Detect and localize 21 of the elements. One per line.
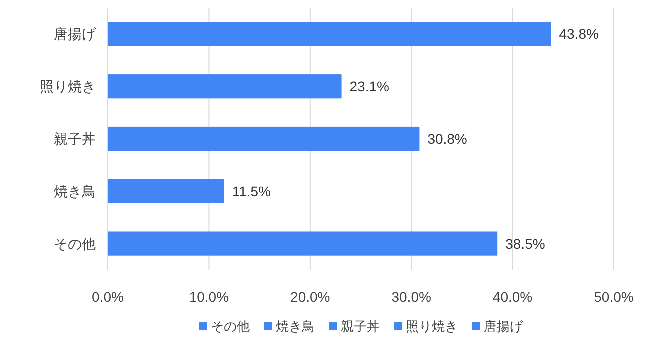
- y-tick-label: 照り焼き: [40, 78, 96, 95]
- data-label: 30.8%: [428, 131, 468, 147]
- x-tick-label: 10.0%: [189, 289, 230, 305]
- data-label: 11.5%: [232, 183, 272, 200]
- x-tick-label: 30.0%: [392, 289, 432, 305]
- data-label: 38.5%: [506, 236, 546, 252]
- y-tick-label: 焼き鳥: [54, 183, 96, 200]
- data-label: 43.8%: [559, 26, 599, 42]
- y-tick-label: 唐揚げ: [54, 26, 97, 42]
- y-tick-label: その他: [54, 236, 96, 252]
- x-tick-label: 20.0%: [290, 289, 330, 305]
- legend-label: 照り焼き: [406, 319, 458, 334]
- legend-label: 親子丼: [341, 319, 380, 334]
- x-tick-label: 50.0%: [594, 289, 634, 305]
- data-label: 23.1%: [350, 78, 390, 95]
- legend-label: その他: [211, 319, 250, 334]
- legend-label: 焼き鳥: [276, 319, 315, 334]
- legend-label: 唐揚げ: [484, 319, 524, 334]
- y-tick-label: 親子丼: [54, 131, 96, 147]
- x-tick-label: 0.0%: [92, 289, 124, 305]
- x-tick-label: 40.0%: [492, 289, 533, 305]
